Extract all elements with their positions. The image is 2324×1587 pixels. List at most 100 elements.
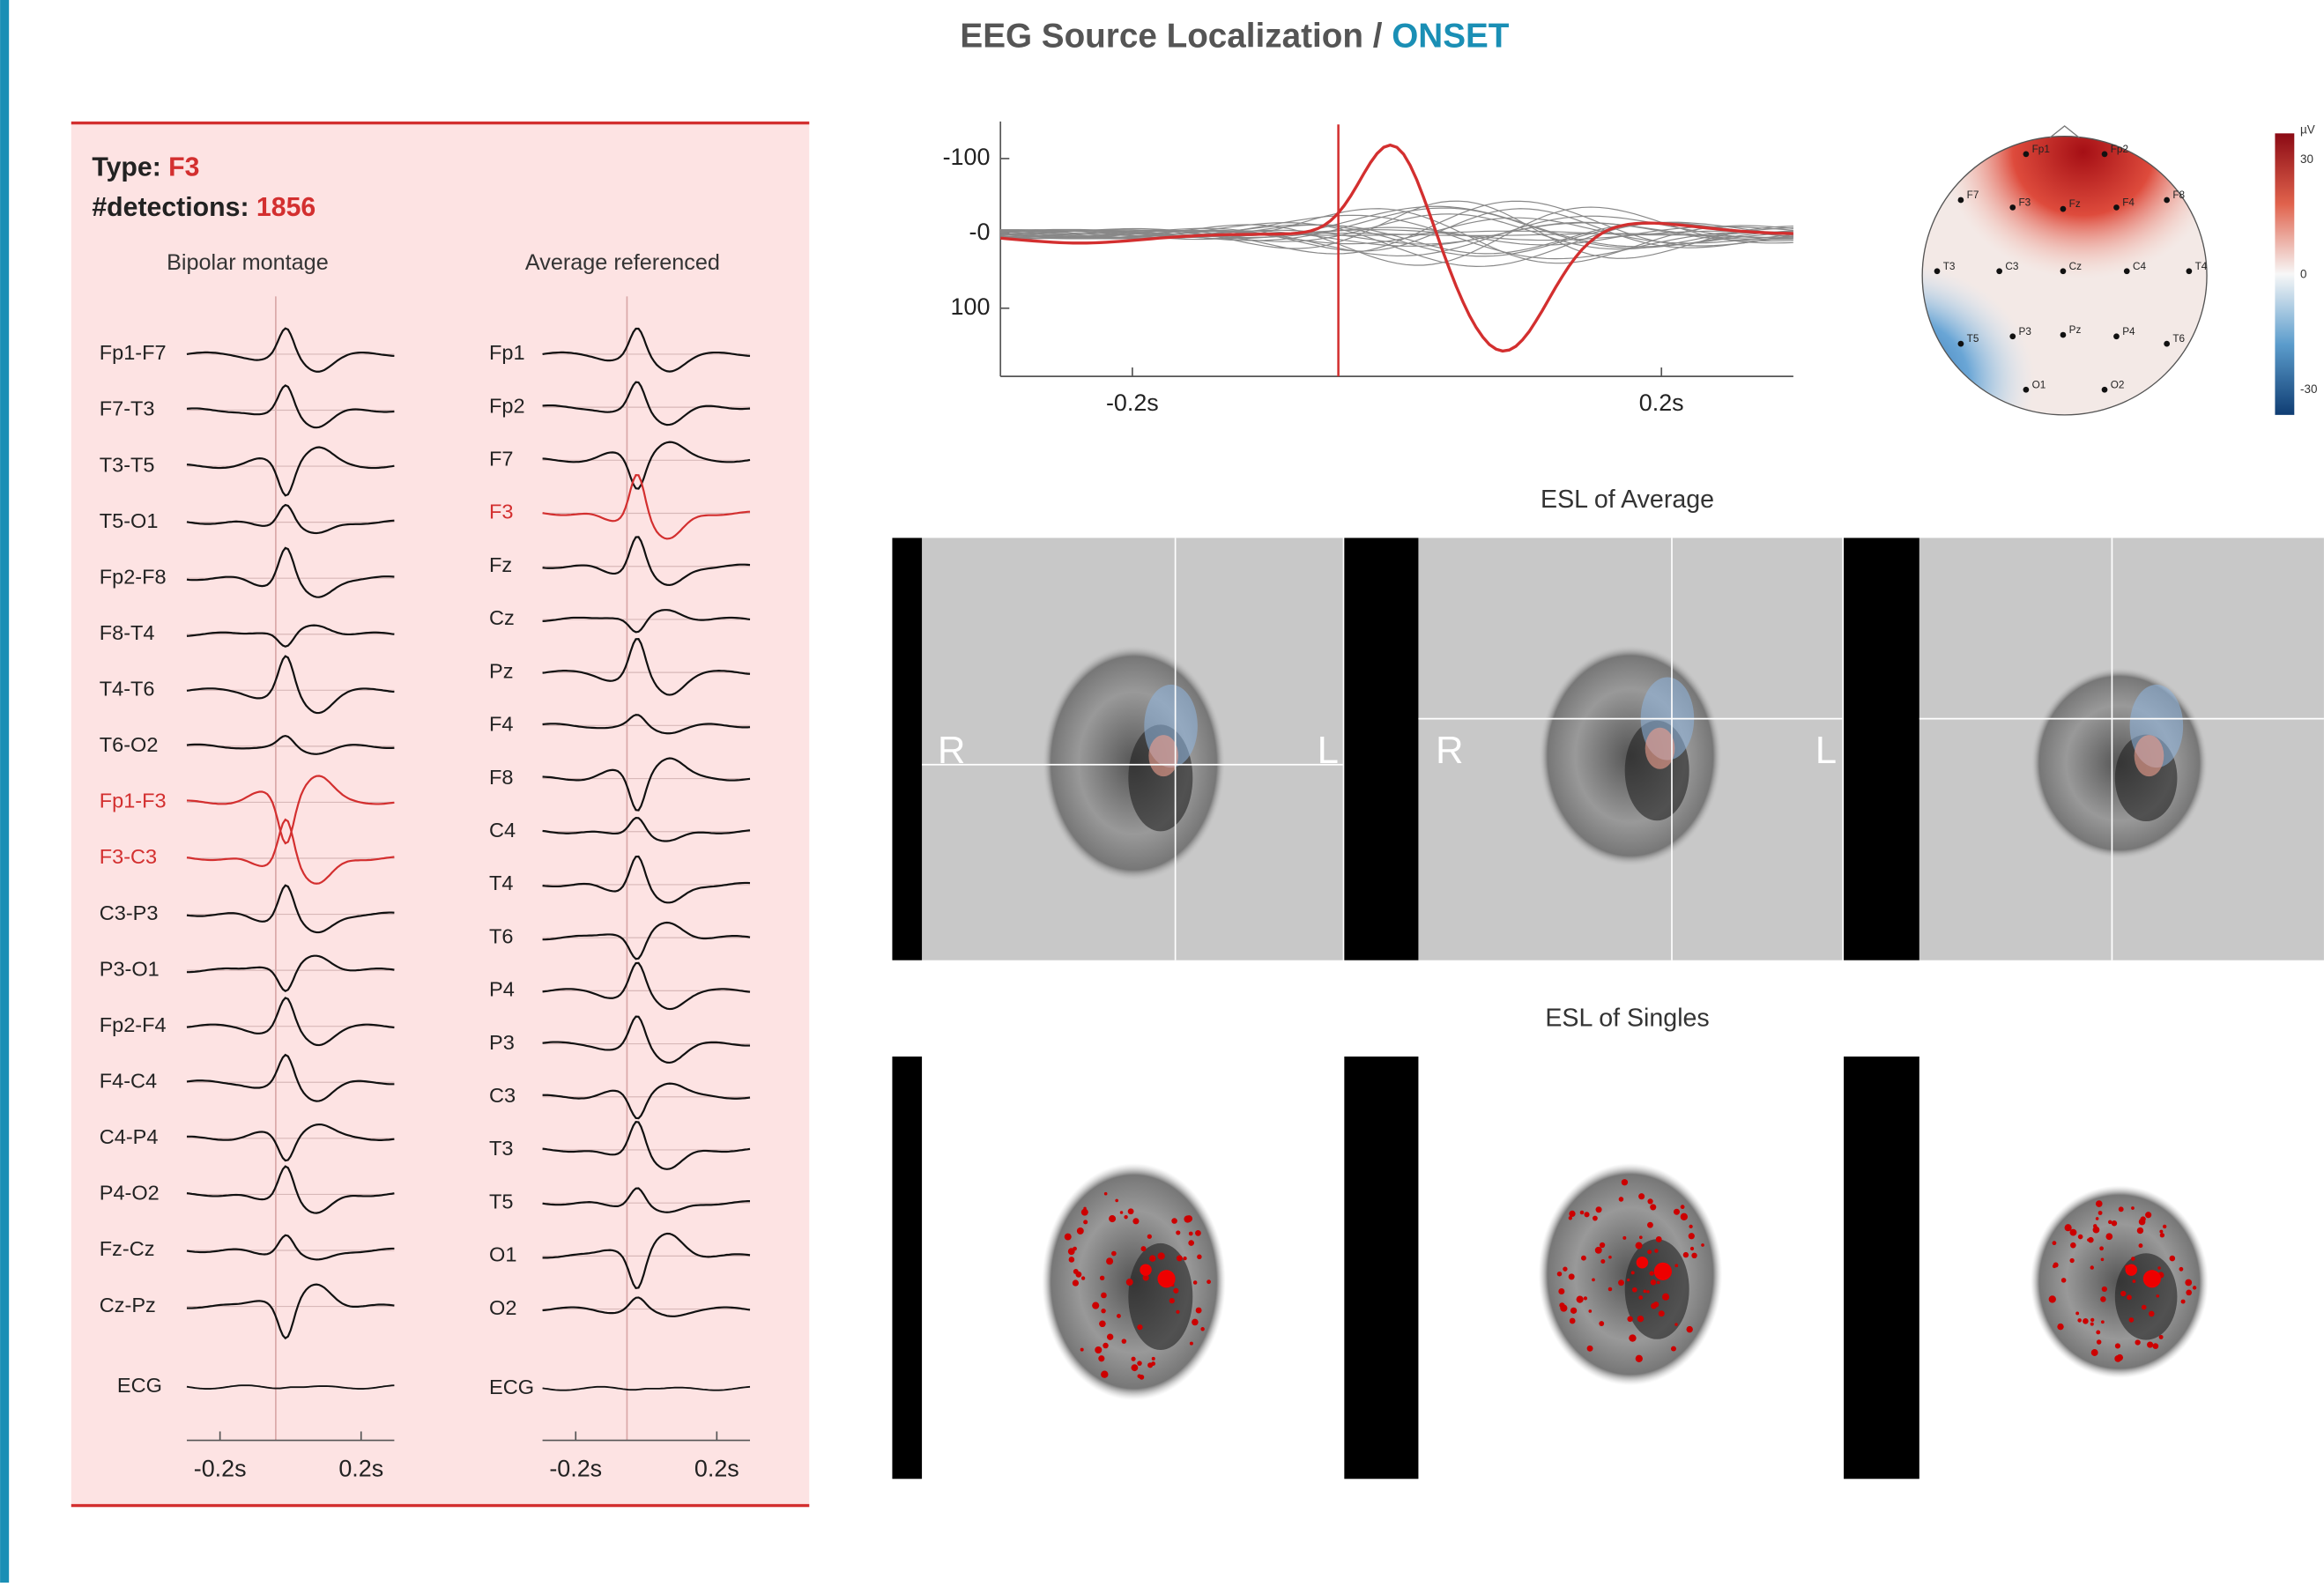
topomap — [1823, 81, 2224, 474]
source-dot — [2153, 1343, 2159, 1349]
source-dot — [1599, 1321, 1604, 1326]
source-dot — [2179, 1267, 2184, 1272]
source-dot — [2132, 1279, 2135, 1283]
source-dot — [2185, 1279, 2192, 1287]
source-dot — [1131, 1364, 1138, 1371]
source-dot — [1073, 1269, 1079, 1274]
channel-label: C4 — [489, 819, 516, 842]
source-dot — [2159, 1230, 2163, 1234]
source-dot — [1173, 1288, 1178, 1294]
channel-label: Fp2 — [489, 394, 525, 417]
source-dot — [2100, 1296, 2106, 1302]
source-dot — [1629, 1334, 1636, 1341]
electrode — [2113, 333, 2120, 339]
electrode — [2009, 204, 2016, 211]
source-dot — [2160, 1233, 2164, 1237]
source-dot — [1176, 1230, 1180, 1235]
source-dot — [1632, 1287, 1637, 1293]
channel-label: P3-O1 — [100, 957, 160, 980]
source-dot — [2114, 1355, 2121, 1362]
source-dot — [1654, 1249, 1658, 1252]
source-dot — [1141, 1246, 1147, 1251]
source-dot — [2157, 1266, 2161, 1270]
electrode-label: P3 — [2018, 326, 2031, 337]
source-dot — [2137, 1227, 2143, 1234]
source-dot — [1065, 1234, 1072, 1241]
channel-label: F7 — [489, 448, 513, 471]
source-dot — [2098, 1211, 2103, 1215]
source-dot — [1653, 1301, 1659, 1307]
source-dot — [1137, 1324, 1142, 1330]
source-dot — [1622, 1236, 1626, 1240]
page: EEG Source Localization / ONSET Type: F3… — [0, 0, 2324, 1587]
title-separator: / — [1373, 18, 1383, 56]
source-dot — [1584, 1296, 1587, 1300]
source-dot — [2093, 1224, 2097, 1227]
x-tick-label: 0.2s — [338, 1455, 383, 1481]
source-dot — [1169, 1298, 1175, 1303]
source-dot — [1593, 1216, 1598, 1221]
electrode — [2060, 268, 2067, 274]
source-dot — [1157, 1270, 1175, 1287]
source-dot — [1126, 1279, 1133, 1286]
source-dot — [1147, 1235, 1152, 1239]
channel-label: Fp1 — [489, 341, 525, 364]
channel-label: ECG — [489, 1376, 534, 1398]
source-dot — [2131, 1257, 2135, 1261]
source-dot — [1559, 1302, 1564, 1308]
source-dot — [1592, 1278, 1595, 1281]
source-dot — [1558, 1288, 1564, 1294]
detections-line: #detections: 1856 — [92, 193, 316, 222]
report: EEG Source Localization / ONSET Type: F3… — [0, 0, 2324, 1583]
source-dot — [1152, 1357, 1155, 1361]
source-dot — [2112, 1220, 2117, 1226]
channel-label: P3 — [489, 1031, 515, 1054]
channel-label: Fz — [489, 553, 512, 576]
electrode — [2164, 197, 2170, 204]
channel-label: T4 — [489, 871, 513, 894]
source-dot — [2141, 1216, 2146, 1221]
electrode — [2009, 333, 2016, 339]
source-dot — [1619, 1197, 1624, 1202]
source-dot — [1608, 1287, 1613, 1292]
orientation-label: L — [1815, 729, 1837, 772]
source-dot — [1106, 1257, 1113, 1264]
electrode-label: Fz — [2069, 198, 2081, 210]
electrode — [2102, 387, 2108, 393]
source-dot — [1639, 1235, 1643, 1239]
source-dot — [2127, 1294, 2132, 1300]
source-dot — [2159, 1335, 2164, 1339]
source-dot — [1177, 1255, 1183, 1261]
source-dot — [1132, 1357, 1136, 1361]
electrode-label: O1 — [2032, 379, 2046, 390]
colorbar-unit: µV — [2300, 123, 2315, 137]
source-dot — [2096, 1200, 2103, 1207]
source-dot — [1662, 1294, 1669, 1301]
electrode-label: T6 — [2172, 333, 2185, 345]
source-dot — [1674, 1264, 1678, 1267]
source-dot — [1689, 1233, 1695, 1239]
source-dot — [1109, 1215, 1116, 1222]
source-dot — [1158, 1252, 1165, 1259]
channel-label: Pz — [489, 659, 513, 682]
source-dot — [2170, 1256, 2176, 1262]
source-dot — [1627, 1316, 1632, 1322]
source-dot — [1138, 1374, 1142, 1378]
electrode-label: O2 — [2111, 379, 2125, 390]
montage-title: Bipolar montage — [167, 250, 329, 275]
source-dot — [1686, 1326, 1692, 1332]
source-dot — [1557, 1272, 1563, 1277]
x-tick-label: -0.2s — [194, 1455, 247, 1481]
source-dot — [1188, 1240, 1194, 1246]
source-dot — [2096, 1331, 2100, 1335]
channel-label: T3 — [489, 1137, 513, 1160]
electrode-label: Fp1 — [2032, 144, 2050, 155]
viewer-bar — [1344, 1057, 1418, 1479]
channel-label: F4 — [489, 713, 513, 736]
source-dot — [2091, 1349, 2098, 1356]
channel-label: O1 — [489, 1243, 516, 1266]
channel-label: Fp2-F8 — [100, 565, 167, 588]
source-dot — [1681, 1213, 1688, 1220]
side-bar — [0, 0, 9, 1583]
y-tick-label: -0 — [969, 219, 991, 245]
